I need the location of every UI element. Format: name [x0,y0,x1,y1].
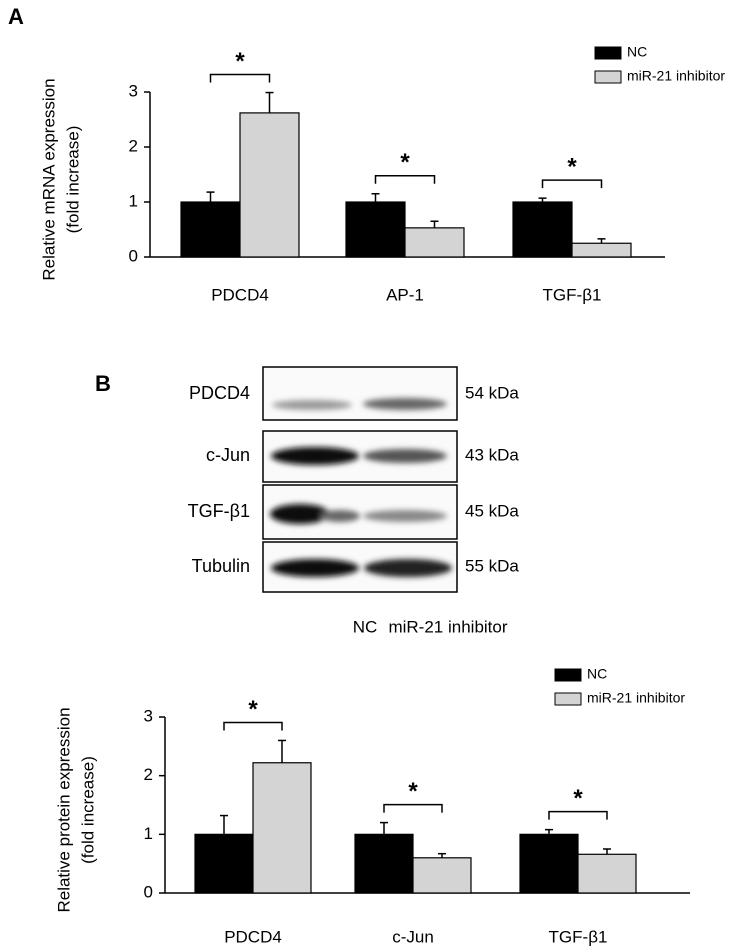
significance-bracket [374,175,436,184]
y-tick-label: 1 [129,191,138,210]
significance-label: * [248,696,258,723]
legend-label: NC [587,666,607,682]
blot-row-label: Tubulin [192,556,250,576]
y-tick-label: 0 [129,246,138,265]
legend-swatch [594,70,622,84]
significance-label: * [235,48,245,75]
significance-bracket [548,810,608,820]
y-tick-label: 1 [144,824,153,843]
bar [412,857,472,894]
bar [404,227,465,258]
y-tick-label: 3 [144,706,153,725]
legend-swatch [594,46,622,60]
blot-size-label: 54 kDa [465,383,519,402]
bar [194,833,254,894]
blot-lane-label: miR-21 inhibitor [388,617,507,636]
blot-lane-label: NC [353,617,378,636]
panel-label: A [8,4,24,29]
significance-label: * [573,785,583,812]
x-tick-label: TGF-β1 [549,927,608,946]
legend-label: miR-21 inhibitor [627,68,725,84]
blot-row-label: c-Jun [206,445,250,465]
blot-size-label: 43 kDa [465,445,519,464]
blot-bands [270,398,452,577]
bar [354,833,414,894]
bar [512,201,573,258]
y-tick-label: 2 [129,136,138,155]
significance-bracket [541,179,603,189]
y-axis-label: (fold increase) [78,756,97,864]
y-tick-label: 2 [144,765,153,784]
bar [180,201,241,258]
significance-bracket [383,803,443,813]
significance-label: * [408,778,418,805]
x-tick-label: AP-1 [386,285,424,304]
blot-row-label: TGF-β1 [188,501,250,521]
bar [252,762,312,894]
legend-swatch [554,668,582,682]
x-tick-label: c-Jun [392,927,434,946]
panel-label: B [95,371,111,396]
significance-bracket [223,721,283,731]
blot-row-label: PDCD4 [189,383,250,403]
significance-label: * [400,149,410,176]
y-axis-label: Relative protein expression [54,707,73,912]
bar [577,853,637,894]
bar [239,112,300,258]
legend-label: NC [627,44,647,60]
significance-bracket [209,73,271,83]
blot-size-label: 55 kDa [465,556,519,575]
legend-swatch [554,692,582,706]
legend-label: miR-21 inhibitor [587,690,685,706]
blot-size-label: 45 kDa [465,501,519,520]
significance-label: * [567,153,577,180]
y-axis-label: (fold increase) [63,126,82,234]
x-tick-label: PDCD4 [224,927,282,946]
bar [519,833,579,894]
bar [571,242,632,258]
y-tick-label: 3 [129,81,138,100]
x-tick-label: TGF-β1 [543,285,602,304]
bar [345,201,406,258]
x-tick-label: PDCD4 [211,285,269,304]
y-axis-label: Relative mRNA expression [39,78,58,280]
y-tick-label: 0 [144,882,153,901]
